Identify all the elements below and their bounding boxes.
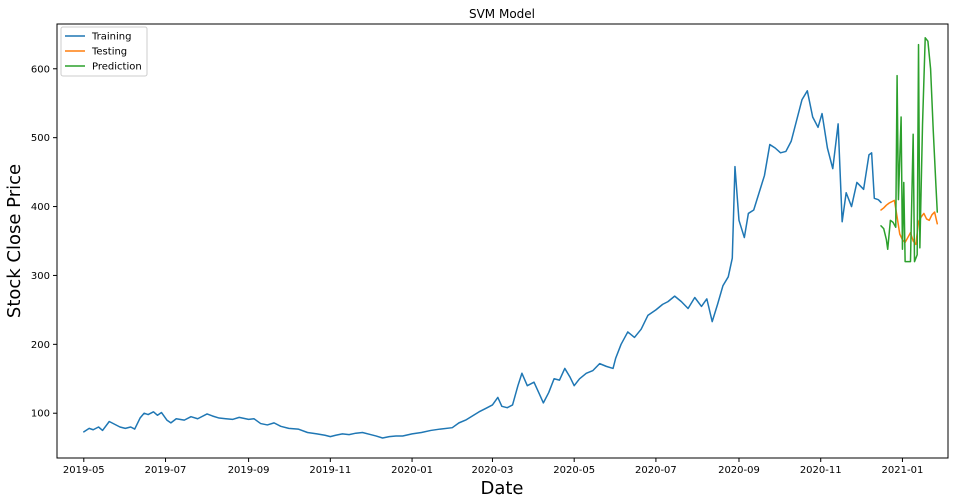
- x-tick-label: 2020-05: [553, 465, 595, 476]
- plot-frame: [56, 23, 949, 459]
- x-tick-label: 2019-05: [63, 465, 105, 476]
- x-tick-label: 2019-09: [228, 465, 270, 476]
- legend-label-training: Training: [91, 32, 131, 43]
- chart-title: SVM Model: [469, 7, 535, 21]
- y-tick-label: 300: [31, 271, 50, 282]
- x-tick-label: 2020-09: [718, 465, 760, 476]
- series-line-testing: [880, 199, 939, 246]
- y-tick-label: 500: [31, 133, 50, 144]
- y-axis: 100 200 300 400 500 600: [31, 64, 57, 420]
- y-tick-label: 200: [31, 340, 50, 351]
- y-tick-label: 600: [31, 64, 50, 75]
- x-axis: 2019-05 2019-07 2019-09 2019-11 2020-01 2020-…: [63, 458, 923, 476]
- x-tick-label: 2021-01: [882, 465, 924, 476]
- plot-area: [57, 24, 948, 458]
- x-tick-label: 2019-11: [309, 465, 351, 476]
- y-tick-label: 400: [31, 202, 50, 213]
- series-line-prediction: [880, 37, 939, 263]
- x-tick-label: 2020-07: [635, 465, 677, 476]
- x-tick-label: 2020-01: [391, 465, 433, 476]
- x-tick-label: 2020-11: [800, 465, 842, 476]
- legend-box: [60, 26, 148, 77]
- legend-label-testing: Testing: [91, 47, 127, 58]
- x-tick-label: 2020-03: [472, 465, 514, 476]
- series-line-training: [83, 90, 882, 439]
- series-layer: [83, 37, 939, 439]
- y-tick-label: 100: [31, 409, 50, 420]
- legend-label-prediction: Prediction: [92, 62, 142, 73]
- legend: Training Testing Prediction: [60, 26, 148, 77]
- x-tick-label: 2019-07: [145, 465, 187, 476]
- y-axis-label: Stock Close Price: [4, 164, 25, 318]
- x-axis-label: Date: [480, 478, 523, 499]
